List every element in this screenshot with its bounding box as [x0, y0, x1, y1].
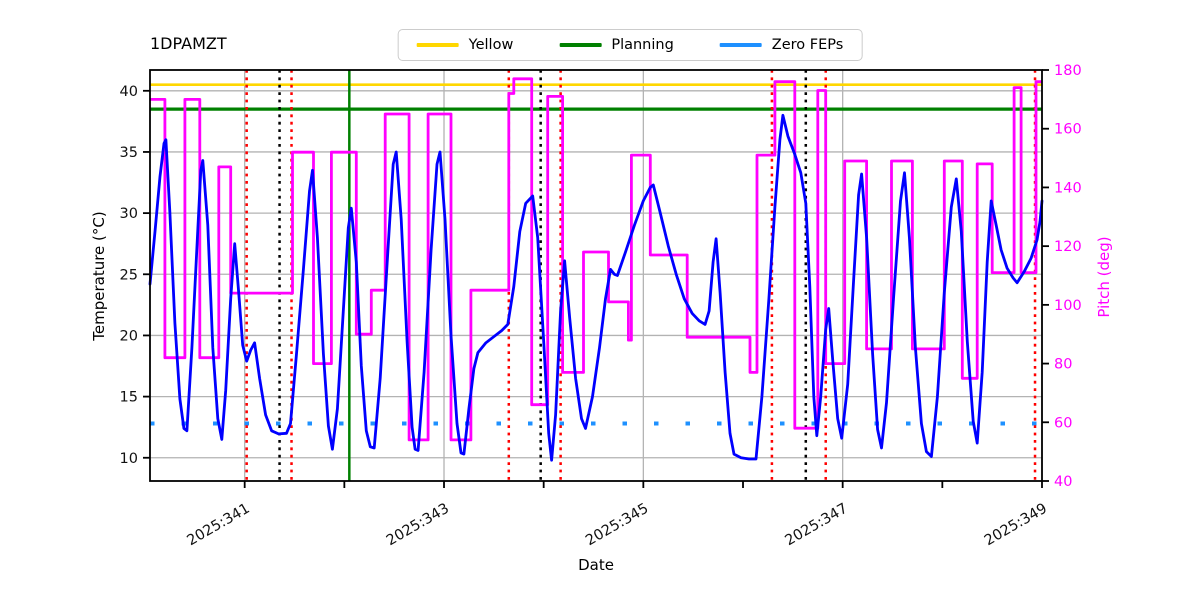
y-tick-label-left: 10	[120, 451, 138, 467]
temperature-line	[148, 113, 1044, 462]
pitch-line	[150, 77, 1042, 442]
y-tick-label-left: 25	[120, 267, 138, 283]
y-tick-label-right: 140	[1054, 180, 1082, 196]
chart-title: 1DPAMZT	[150, 34, 227, 53]
legend-label: Yellow	[468, 37, 514, 53]
y-tick-label-left: 35	[120, 145, 138, 161]
yellow-line-swatch	[416, 43, 459, 47]
y-tick-label-right: 100	[1054, 298, 1082, 314]
planning-line-swatch	[559, 43, 602, 47]
y-tick-label-left: 30	[120, 206, 138, 222]
y-tick-label-right: 160	[1054, 122, 1082, 138]
legend-label: Planning	[611, 37, 674, 53]
x-tick-label: 2025:345	[583, 501, 651, 550]
y-tick-label-left: 15	[120, 390, 138, 406]
y-tick-label-right: 40	[1054, 474, 1072, 490]
x-tick-label: 2025:341	[185, 501, 253, 550]
legend-label: Zero FEPs	[771, 37, 844, 53]
y-tick-label-right: 80	[1054, 357, 1072, 373]
y-tick-label-right: 120	[1054, 239, 1082, 255]
legend-entry-planning: Planning	[559, 37, 674, 53]
y-tick-label-right: 60	[1054, 415, 1072, 431]
x-tick-label: 2025:347	[783, 501, 851, 550]
y-tick-label-left: 20	[120, 328, 138, 344]
zero-feps-line-swatch	[719, 43, 762, 47]
axes-frame	[149, 69, 1043, 482]
y-axis-label-left: Temperature (°C)	[90, 211, 108, 341]
legend-entry-zero-feps: Zero FEPs	[719, 37, 844, 53]
x-tick-label: 2025:343	[384, 501, 452, 550]
x-tick-label: 2025:349	[982, 501, 1050, 550]
y-tick-label-right: 180	[1054, 63, 1082, 79]
y-axis-label-right: Pitch (deg)	[1095, 236, 1113, 318]
legend-entry-yellow: Yellow	[416, 37, 514, 53]
x-axis-label: Date	[578, 556, 614, 574]
legend: Yellow Planning Zero FEPs	[397, 29, 863, 61]
y-tick-label-left: 40	[120, 84, 138, 100]
